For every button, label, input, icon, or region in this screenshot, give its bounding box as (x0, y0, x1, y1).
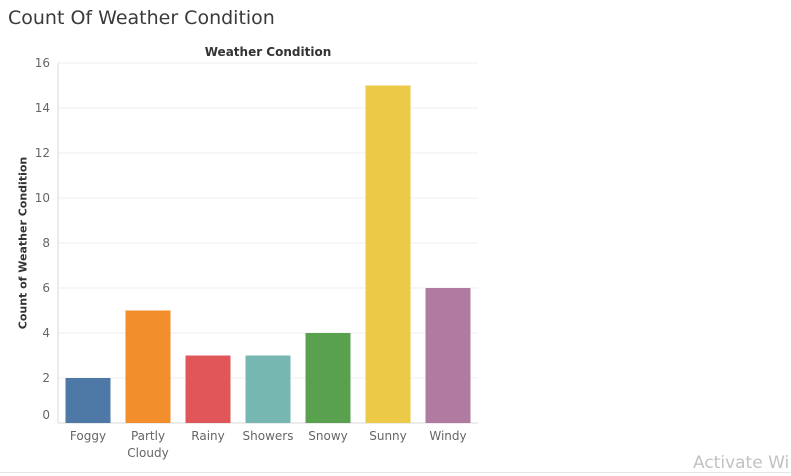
y-tick-label: 14 (35, 101, 50, 115)
bottom-divider (0, 472, 791, 473)
y-tick-label: 12 (35, 146, 50, 160)
y-tick-label: 2 (42, 371, 50, 385)
x-tick-label: Foggy (70, 429, 106, 443)
bar-snowy[interactable] (305, 333, 351, 423)
x-tick-label: Snowy (308, 429, 347, 443)
bar-sunny[interactable] (365, 85, 411, 424)
activation-watermark: Activate Wi (693, 453, 790, 473)
bar-partly-cloudy[interactable] (125, 310, 171, 424)
y-tick-label: 8 (42, 236, 50, 250)
y-tick-label: 16 (35, 56, 50, 70)
sheet-title: Count Of Weather Condition (8, 7, 275, 29)
column-header: Weather Condition (204, 45, 332, 59)
y-tick-label: 10 (35, 191, 50, 205)
bar-windy[interactable] (425, 288, 471, 423)
y-tick-label: 4 (42, 326, 50, 340)
y-tick-label: 6 (42, 281, 50, 295)
x-tick-label: Partly (131, 429, 165, 443)
y-tick-label: 0 (42, 408, 50, 422)
bar-showers[interactable] (245, 355, 291, 424)
x-tick-label: Rainy (191, 429, 224, 443)
x-tick-label: Cloudy (127, 446, 168, 460)
x-tick-label: Windy (429, 429, 466, 443)
x-tick-label: Showers (243, 429, 294, 443)
bar-foggy[interactable] (65, 378, 111, 423)
bar-rainy[interactable] (185, 355, 231, 424)
x-tick-label: Sunny (369, 429, 407, 443)
